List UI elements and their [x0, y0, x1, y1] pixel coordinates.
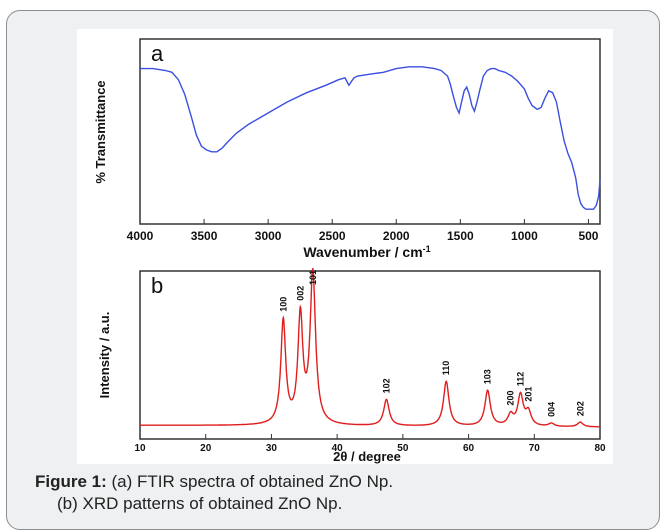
xrd-peak-label: 002 [295, 286, 305, 301]
ftir-panel-label: a [151, 41, 164, 66]
xrd-x-tick-label: 80 [594, 443, 606, 454]
xrd-peak-label: 110 [441, 361, 451, 376]
chart-svg: a % Transmittance 4000 3500 3000 2500 2000 15… [93, 38, 606, 464]
xrd-panel-label: b [151, 273, 163, 298]
xrd-x-tick-label: 10 [134, 443, 146, 454]
xrd-x-tick-label: 50 [397, 443, 409, 454]
xrd-x-tick-label: 70 [529, 443, 541, 454]
xrd-peak-label: 112 [516, 372, 526, 387]
ftir-x-axis: 4000 3500 3000 2500 2000 1500 1000 500 [127, 219, 599, 243]
ftir-xlabel-text: Wavenumber / cm [303, 244, 422, 260]
figure-caption: Figure 1: (a) FTIR spectra of obtained Z… [35, 471, 635, 515]
xrd-ylabel: Intensity / a.u. [97, 312, 112, 399]
xrd-peak-label: 004 [546, 402, 556, 417]
ftir-x-tick-label: 2500 [319, 229, 346, 243]
xrd-peak-label: 100 [278, 297, 288, 312]
caption-label: Figure 1: [35, 472, 107, 491]
ftir-spectrum-line [140, 66, 601, 210]
ftir-x-tick-label: 4000 [127, 229, 154, 243]
figure-card: a % Transmittance 4000 3500 3000 2500 2000 15… [6, 10, 660, 530]
xrd-x-tick-label: 40 [332, 443, 344, 454]
xrd-panel: b Intensity / a.u. 10 20 30 40 50 60 70 80 100 0… [97, 268, 606, 464]
xrd-x-tick-label: 60 [463, 443, 475, 454]
xrd-xlabel: 2θ / degree [333, 449, 401, 464]
caption-line-2: (b) XRD patterns of obtained ZnO Np. [57, 494, 343, 513]
xrd-peak-label: 201 [523, 387, 533, 402]
xrd-peak-label: 202 [575, 401, 585, 416]
figure-area: a % Transmittance 4000 3500 3000 2500 2000 15… [77, 29, 613, 464]
ftir-ylabel: % Transmittance [93, 80, 108, 183]
ftir-x-tick-label: 1500 [447, 229, 474, 243]
caption-line-1: (a) FTIR spectra of obtained ZnO Np. [106, 472, 394, 491]
ftir-xlabel-sup: -1 [423, 244, 431, 254]
ftir-x-tick-label: 2000 [383, 229, 410, 243]
xrd-peak-label: 101 [308, 270, 318, 285]
xrd-x-tick-label: 30 [266, 443, 278, 454]
xrd-pattern-line [140, 268, 600, 428]
ftir-plot-frame [139, 38, 601, 225]
ftir-x-tick-label: 3000 [255, 229, 282, 243]
ftir-panel: a % Transmittance 4000 3500 3000 2500 2000 15… [93, 38, 601, 260]
ftir-xlabel: Wavenumber / cm-1 [303, 244, 430, 260]
xrd-peak-label: 102 [381, 378, 391, 393]
xrd-peak-label: 200 [506, 390, 516, 405]
ftir-x-tick-label: 500 [578, 229, 598, 243]
xrd-peak-label: 103 [483, 369, 493, 384]
xrd-x-tick-label: 20 [200, 443, 212, 454]
xrd-plot-frame [139, 270, 601, 440]
xrd-x-axis: 10 20 30 40 50 60 70 80 [134, 434, 606, 454]
ftir-x-tick-label: 3500 [191, 229, 218, 243]
ftir-x-tick-label: 1000 [511, 229, 538, 243]
